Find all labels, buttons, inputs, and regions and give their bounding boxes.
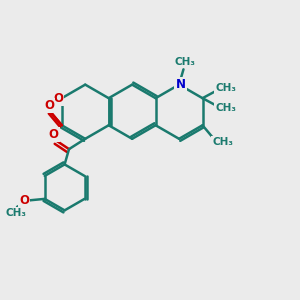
Text: CH₃: CH₃ [5, 208, 26, 218]
Text: O: O [53, 92, 63, 105]
Text: CH₃: CH₃ [212, 137, 233, 147]
Text: CH₃: CH₃ [216, 83, 237, 94]
Text: N: N [176, 78, 185, 91]
Text: CH₃: CH₃ [174, 57, 195, 67]
Text: O: O [44, 99, 54, 112]
Text: O: O [49, 128, 59, 141]
Text: O: O [19, 194, 29, 207]
Text: CH₃: CH₃ [216, 103, 237, 113]
